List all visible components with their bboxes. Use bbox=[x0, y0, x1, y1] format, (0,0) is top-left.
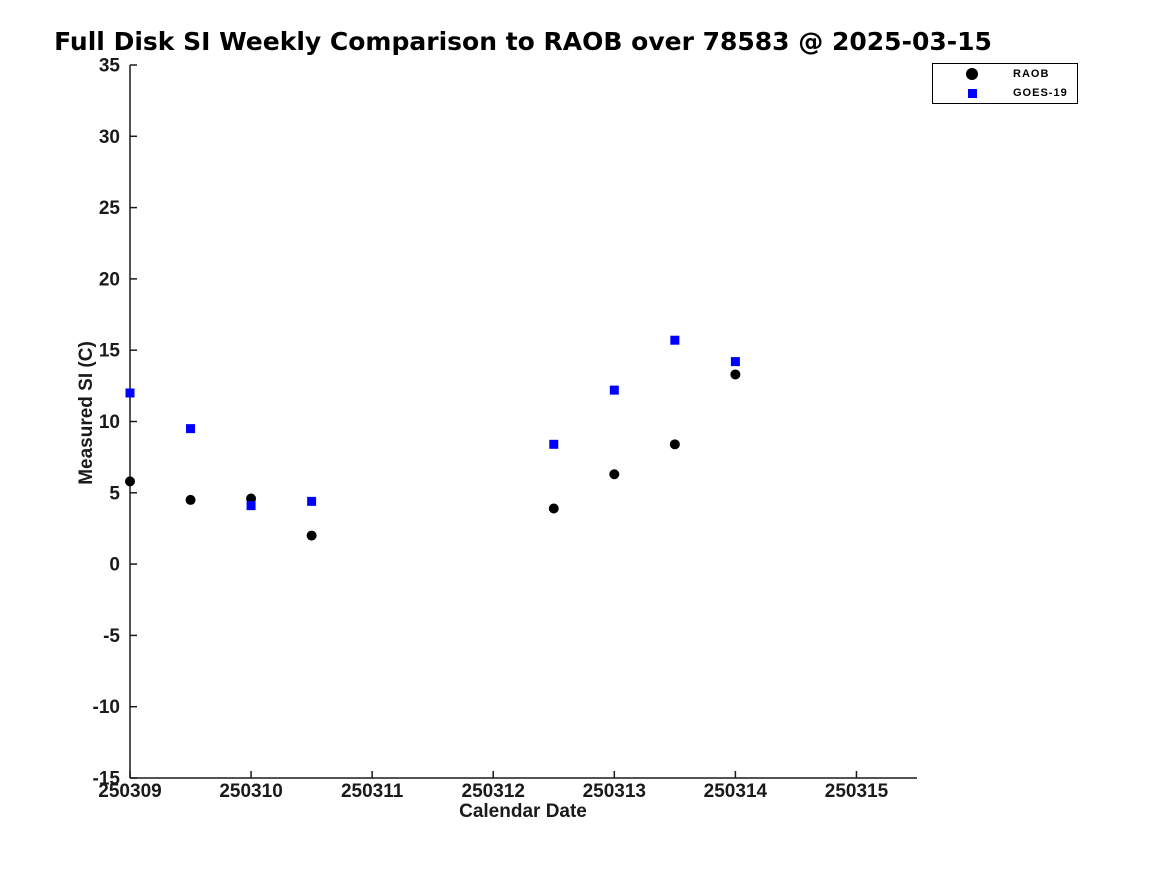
data-point-raob bbox=[669, 439, 680, 450]
y-tick-label: 25 bbox=[99, 198, 121, 219]
y-tick-label: 15 bbox=[99, 341, 121, 362]
data-point-raob bbox=[548, 503, 559, 514]
data-point-goes-19 bbox=[186, 424, 196, 434]
data-point-raob bbox=[125, 476, 135, 487]
y-tick-label: -15 bbox=[93, 769, 121, 790]
data-point-raob bbox=[730, 369, 741, 380]
y-tick-label: -10 bbox=[93, 697, 120, 718]
legend-label-goes19: GOES-19 bbox=[1013, 87, 1068, 100]
data-point-goes-19 bbox=[549, 439, 559, 449]
data-point-raob bbox=[609, 469, 620, 480]
y-tick-label: 10 bbox=[99, 412, 120, 433]
legend-marker-col bbox=[955, 88, 989, 98]
x-tick-label: 250312 bbox=[462, 781, 525, 802]
data-point-goes-19 bbox=[246, 501, 256, 511]
data-point-raob bbox=[306, 530, 317, 541]
legend-label-raob: RAOB bbox=[1013, 67, 1050, 80]
chart-title: Full Disk SI Weekly Comparison to RAOB o… bbox=[54, 27, 992, 56]
raob-circle-icon bbox=[966, 67, 978, 80]
data-point-raob bbox=[246, 493, 257, 504]
y-tick-label: -5 bbox=[103, 626, 120, 647]
data-point-goes-19 bbox=[125, 388, 135, 398]
x-tick-label: 250310 bbox=[219, 781, 282, 802]
x-axis-label: Calendar Date bbox=[459, 801, 587, 822]
data-point-goes-19 bbox=[307, 496, 317, 506]
x-tick-label: 250309 bbox=[98, 781, 161, 802]
data-point-goes-19 bbox=[730, 357, 740, 367]
data-point-goes-19 bbox=[670, 335, 680, 345]
y-tick-label: 35 bbox=[99, 56, 121, 77]
x-tick-label: 250315 bbox=[825, 781, 889, 802]
x-tick-label: 250314 bbox=[704, 781, 768, 802]
legend-marker-col bbox=[955, 67, 989, 80]
goes19-square-icon bbox=[967, 88, 977, 98]
legend-item-goes19: GOES-19 bbox=[933, 84, 1077, 104]
y-tick-label: 0 bbox=[109, 555, 120, 576]
legend: RAOB GOES-19 bbox=[932, 63, 1078, 104]
y-tick-label: 5 bbox=[109, 483, 120, 504]
data-point-goes-19 bbox=[609, 385, 619, 395]
y-tick-label: 30 bbox=[99, 127, 120, 148]
x-tick-label: 250311 bbox=[341, 781, 404, 802]
data-point-raob bbox=[185, 494, 196, 505]
x-tick-label: 250313 bbox=[583, 781, 646, 802]
y-tick-label: 20 bbox=[99, 269, 120, 290]
legend-item-raob: RAOB bbox=[933, 64, 1077, 84]
